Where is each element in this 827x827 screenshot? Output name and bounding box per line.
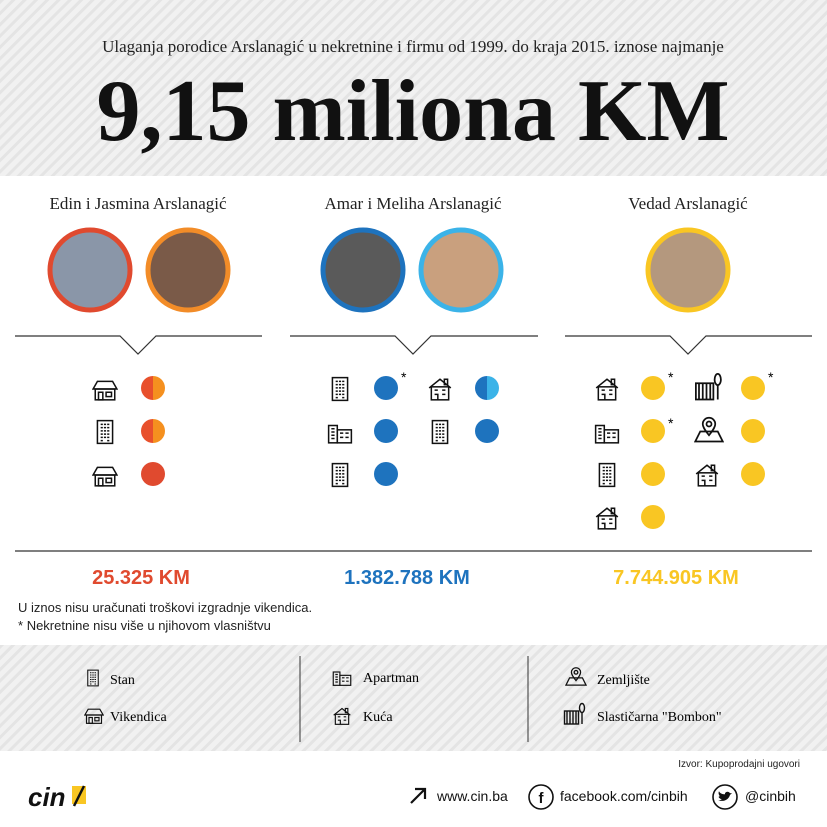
legend-label: Zemljište — [597, 673, 650, 688]
legend-label: Kuća — [363, 710, 393, 725]
asterisk: * — [768, 369, 774, 385]
icon-vikendica — [92, 466, 118, 487]
icon-kuca — [595, 378, 619, 401]
twitter-glyph — [718, 791, 732, 801]
logo-slash — [72, 785, 86, 807]
icon-stan — [431, 419, 449, 445]
portrait — [320, 227, 406, 313]
icon-stan — [331, 376, 349, 402]
asterisk: * — [668, 369, 674, 385]
subtitle: Ulaganja porodice Arslanagić u nekretnin… — [102, 37, 724, 56]
footnote-marker: * — [18, 618, 23, 633]
legend-label: Stan — [110, 673, 135, 688]
footnote: * Nekretnine nisu više u njihovom vlasni… — [18, 618, 271, 633]
icon-stan — [331, 462, 349, 488]
twitter-link[interactable]: @cinbih — [745, 788, 796, 804]
link-icon — [410, 787, 427, 804]
facebook-link[interactable]: facebook.com/cinbih — [560, 788, 688, 804]
total: 25.325 KM — [92, 567, 190, 589]
note: U iznos nisu uračunati troškovi izgradnj… — [18, 600, 312, 615]
family-name: Edin i Jasmina Arslanagić — [49, 194, 227, 213]
portrait — [145, 227, 231, 313]
asterisk: * — [668, 415, 674, 431]
assets-amar: * — [327, 369, 499, 488]
icon-kuca — [595, 507, 619, 530]
logo: cin — [28, 782, 86, 812]
icon-kuca — [428, 378, 452, 401]
headline: 9,15 miliona KM — [96, 63, 729, 160]
legend-label: Vikendica — [110, 710, 167, 725]
header-background — [0, 0, 827, 176]
total: 7.744.905 KM — [613, 567, 739, 589]
icon-kuca — [695, 464, 719, 487]
legend-background — [0, 645, 827, 751]
portrait — [418, 227, 504, 313]
twitter-icon — [712, 784, 738, 810]
legend-label: Apartman — [363, 671, 419, 686]
icon-apartman — [327, 424, 353, 444]
assets-edin — [92, 376, 165, 487]
family-name: Vedad Arslanagić — [628, 194, 748, 213]
icon-stan — [598, 462, 616, 488]
icon-stan — [96, 419, 114, 445]
assets-vedad: * * * — [594, 369, 774, 530]
source: Izvor: Kupoprodajni ugovori — [678, 759, 800, 770]
dividers — [15, 335, 812, 355]
portrait — [645, 227, 731, 313]
legend-label: Slastičarna "Bombon" — [597, 710, 722, 725]
icon-vikendica — [92, 380, 118, 401]
footnote-text: Nekretnine nisu više u njihovom vlasništ… — [27, 618, 271, 633]
family-name: Amar i Meliha Arslanagić — [324, 194, 501, 213]
facebook-icon — [528, 784, 554, 810]
asterisk: * — [401, 369, 407, 385]
icon-slasticarna — [695, 373, 722, 401]
portrait — [47, 227, 133, 313]
portraits — [47, 227, 731, 313]
logo-text: cin — [28, 782, 66, 812]
total: 1.382.788 KM — [344, 567, 470, 589]
facebook-glyph: f — [539, 790, 545, 807]
icon-apartman — [594, 424, 620, 444]
website-link[interactable]: www.cin.ba — [436, 788, 508, 804]
icon-zemljiste — [694, 416, 724, 443]
